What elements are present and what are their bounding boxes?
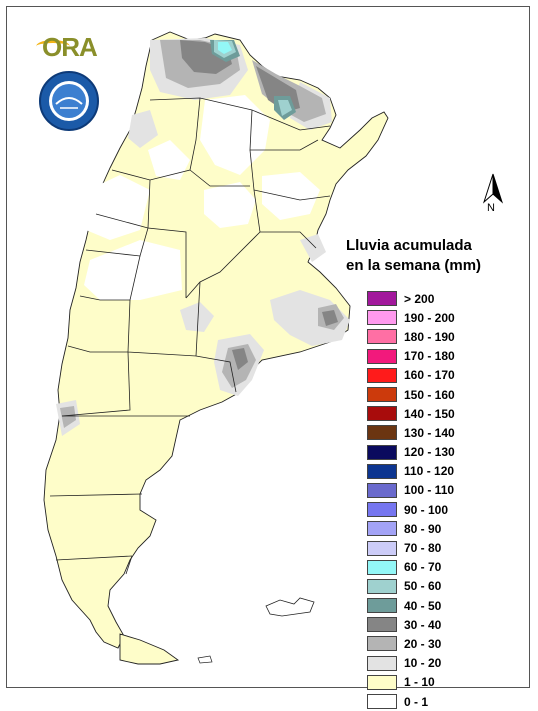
legend-label: 10 - 20 xyxy=(404,656,442,671)
legend-label: 170 - 180 xyxy=(404,349,455,364)
legend-row: 20 - 30 xyxy=(367,634,497,653)
legend-label: 110 - 120 xyxy=(404,464,455,479)
legend-swatch xyxy=(367,482,397,498)
legend-swatch xyxy=(367,348,397,364)
legend-label: 90 - 100 xyxy=(404,502,449,517)
legend-row: 180 - 190 xyxy=(367,327,497,346)
legend-row: 120 - 130 xyxy=(367,443,497,462)
legend-row: 110 - 120 xyxy=(367,462,497,481)
legend-row: 10 - 20 xyxy=(367,654,497,673)
legend-swatch xyxy=(367,540,397,556)
legend-swatch xyxy=(367,674,397,690)
legend-row: 140 - 150 xyxy=(367,404,497,423)
legend-row: 150 - 160 xyxy=(367,385,497,404)
legend-swatch xyxy=(367,521,397,537)
legend-label: 70 - 80 xyxy=(404,541,442,556)
north-arrow-icon xyxy=(482,173,504,204)
rainfall-map xyxy=(43,31,389,665)
legend-label: 180 - 190 xyxy=(404,329,455,344)
ora-logo-text: ORA xyxy=(42,32,98,62)
north-arrow: N xyxy=(478,172,508,222)
legend-row: 40 - 50 xyxy=(367,596,497,615)
legend-row: 160 - 170 xyxy=(367,366,497,385)
legend-label: 160 - 170 xyxy=(404,368,455,383)
ora-logo-arc xyxy=(36,40,70,53)
ora-logo: ORA xyxy=(34,30,104,62)
legend-swatch xyxy=(367,291,397,307)
province-borders xyxy=(49,97,331,575)
legend-row: 0 - 1 xyxy=(367,692,497,711)
legend-swatch xyxy=(367,655,397,671)
legend: > 200 190 - 200 180 - 190 170 - 180 160 - 17… xyxy=(367,289,497,711)
legend-swatch xyxy=(367,406,397,422)
north-label: N xyxy=(487,202,495,214)
legend-label: 150 - 160 xyxy=(404,387,455,402)
legend-swatch xyxy=(367,598,397,614)
legend-swatch xyxy=(367,502,397,518)
legend-label: 140 - 150 xyxy=(404,406,455,421)
legend-row: 60 - 70 xyxy=(367,558,497,577)
legend-swatch xyxy=(367,463,397,479)
legend-swatch xyxy=(367,578,397,594)
legend-label: 80 - 90 xyxy=(404,521,442,536)
legend-swatch xyxy=(367,636,397,652)
legend-label: 0 - 1 xyxy=(404,694,429,709)
legend-row: 50 - 60 xyxy=(367,577,497,596)
legend-label: 1 - 10 xyxy=(404,675,435,690)
legend-row: 90 - 100 xyxy=(367,500,497,519)
legend-label: 40 - 50 xyxy=(404,598,442,613)
legend-label: 50 - 60 xyxy=(404,579,442,594)
malvinas-islands xyxy=(265,597,315,617)
legend-row: 190 - 200 xyxy=(367,308,497,327)
legend-title-line1: Lluvia acumulada xyxy=(346,237,472,254)
tierra-del-fuego xyxy=(119,633,180,665)
legend-label: > 200 xyxy=(404,291,435,306)
legend-row: 30 - 40 xyxy=(367,615,497,634)
legend-label: 60 - 70 xyxy=(404,560,442,575)
legend-row: 1 - 10 xyxy=(367,673,497,692)
legend-row: 130 - 140 xyxy=(367,423,497,442)
legend-label: 30 - 40 xyxy=(404,617,442,632)
legend-row: 170 - 180 xyxy=(367,347,497,366)
legend-label: 190 - 200 xyxy=(404,310,455,325)
zones-0-1 xyxy=(84,95,320,300)
legend-swatch xyxy=(367,559,397,575)
legend-row: > 200 xyxy=(367,289,497,308)
legend-swatch xyxy=(367,310,397,326)
smn-seal-logo xyxy=(38,70,100,132)
legend-swatch xyxy=(367,694,397,710)
legend-row: 70 - 80 xyxy=(367,538,497,557)
zones-40-70 xyxy=(210,40,296,120)
legend-swatch xyxy=(367,425,397,441)
legend-swatch xyxy=(367,329,397,345)
legend-label: 120 - 130 xyxy=(404,445,455,460)
legend-label: 130 - 140 xyxy=(404,425,455,440)
legend-label: 100 - 110 xyxy=(404,483,455,498)
legend-swatch xyxy=(367,387,397,403)
legend-swatch xyxy=(367,444,397,460)
legend-row: 80 - 90 xyxy=(367,519,497,538)
legend-title: Lluvia acumulada en la semana (mm) xyxy=(346,236,526,276)
legend-label: 20 - 30 xyxy=(404,636,442,651)
legend-row: 100 - 110 xyxy=(367,481,497,500)
legend-swatch xyxy=(367,367,397,383)
legend-swatch xyxy=(367,617,397,633)
small-island xyxy=(197,655,213,664)
legend-title-line2: en la semana (mm) xyxy=(346,257,482,274)
